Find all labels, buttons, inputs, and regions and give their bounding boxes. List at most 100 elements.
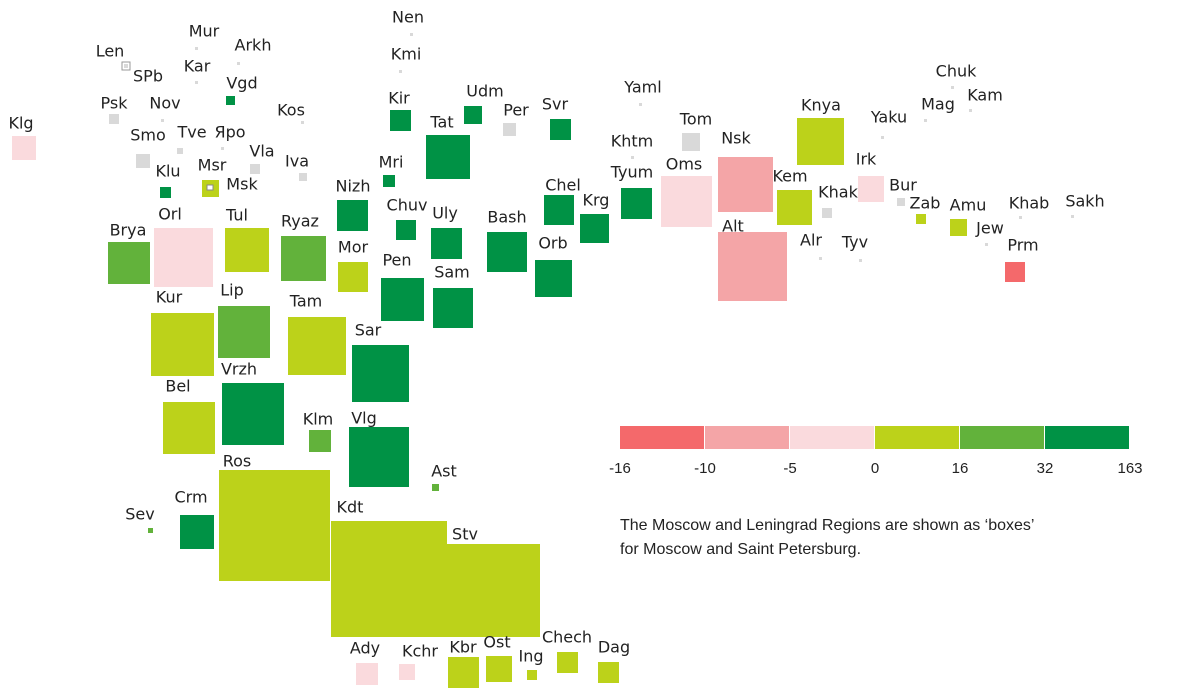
region-box: [822, 208, 832, 218]
region-box: [487, 232, 527, 272]
legend-tick: -5: [783, 460, 796, 477]
region-label: Kem: [772, 167, 807, 186]
region-box: [916, 214, 926, 224]
region-label: Bur: [889, 176, 917, 195]
region-box: [431, 228, 462, 259]
legend-tick: 16: [952, 460, 969, 477]
region-label: Klg: [8, 114, 33, 133]
region-label: SPb: [133, 67, 163, 86]
region-box: [631, 156, 634, 159]
region-box: [399, 70, 402, 73]
region-label: Sakh: [1065, 192, 1104, 211]
region-box: [221, 147, 224, 150]
region-box: [447, 544, 540, 637]
region-box: [151, 313, 214, 376]
region-label: Udm: [466, 82, 503, 101]
region-label: Kbr: [449, 638, 477, 657]
region-box: [163, 402, 215, 454]
region-box: [288, 317, 346, 375]
region-label: Svr: [542, 95, 569, 114]
region-label: Tve: [176, 123, 206, 142]
region-label: Msk: [226, 175, 258, 194]
region-label: Jew: [975, 219, 1004, 238]
region-box: [448, 657, 479, 688]
region-box: [682, 133, 700, 151]
region-label: Arkh: [235, 36, 272, 55]
region-box: [12, 136, 36, 160]
region-label: Sev: [125, 505, 154, 524]
region-box: [160, 187, 171, 198]
region-box: [985, 243, 988, 246]
region-label: Kos: [277, 101, 305, 120]
region-label: Orb: [538, 234, 567, 253]
region-label: Ady: [350, 639, 380, 658]
region-label: Tam: [289, 292, 323, 311]
region-label: Krg: [583, 191, 610, 210]
region-box: [858, 176, 884, 202]
region-box: [580, 214, 609, 243]
region-box: [281, 236, 326, 281]
region-box: [464, 106, 482, 124]
legend-tick: -16: [609, 460, 631, 477]
legend-swatch: [1045, 426, 1129, 449]
region-label: Lip: [220, 281, 244, 300]
region-label: Tyv: [841, 233, 868, 252]
region-label: Per: [503, 101, 529, 120]
region-box: [426, 135, 470, 179]
region-label: Sam: [434, 263, 470, 282]
region-label: Ost: [483, 633, 510, 652]
region-label: Alr: [800, 231, 822, 250]
region-label: Ast: [431, 462, 457, 481]
region-box: [639, 103, 642, 106]
region-box: [390, 110, 411, 131]
region-box: [309, 430, 331, 452]
region-label: Len: [96, 42, 125, 61]
region-label: Khtm: [611, 132, 654, 151]
region-box: [819, 257, 822, 260]
region-label: Vgd: [226, 74, 257, 93]
region-label: Tyum: [610, 163, 653, 182]
legend-tick: -10: [694, 460, 716, 477]
region-label: Zab: [910, 194, 941, 213]
region-box: [621, 188, 652, 219]
region-label: Irk: [856, 150, 877, 169]
region-label: Kmi: [391, 45, 422, 64]
region-box: [797, 118, 844, 165]
region-box: [1005, 262, 1025, 282]
region-label: Kur: [156, 288, 183, 307]
region-box: [338, 262, 368, 292]
region-label: Sar: [355, 321, 382, 340]
region-label: Nizh: [336, 177, 371, 196]
region-box: [356, 663, 378, 685]
region-label: Ros: [223, 452, 252, 471]
region-box: [527, 670, 537, 680]
region-label: Yaku: [870, 108, 907, 127]
region-label: Dag: [598, 638, 630, 657]
region-label: Chuv: [387, 196, 428, 215]
region-label: Prm: [1007, 236, 1038, 255]
region-box: [881, 136, 884, 139]
region-label: Orl: [158, 205, 182, 224]
region-box: [237, 62, 240, 65]
region-label: Klm: [303, 410, 334, 429]
region-box: [383, 175, 395, 187]
city-box: [124, 64, 128, 68]
region-label: Crm: [174, 488, 207, 507]
note: for Moscow and Saint Petersburg.: [620, 541, 861, 558]
region-label: Vlg: [351, 409, 377, 428]
region-box: [352, 345, 409, 402]
city-box: [206, 184, 214, 191]
region-box: [433, 288, 473, 328]
region-box: [535, 260, 572, 297]
region-box: [225, 228, 269, 272]
region-box: [177, 148, 183, 154]
region-label: Amu: [950, 196, 987, 215]
region-box: [718, 232, 787, 301]
region-box: [148, 528, 153, 533]
region-label: Mur: [189, 22, 220, 41]
region-box: [299, 173, 307, 181]
region-box: [777, 190, 812, 225]
region-box: [503, 123, 516, 136]
region-label: Bash: [487, 208, 526, 227]
